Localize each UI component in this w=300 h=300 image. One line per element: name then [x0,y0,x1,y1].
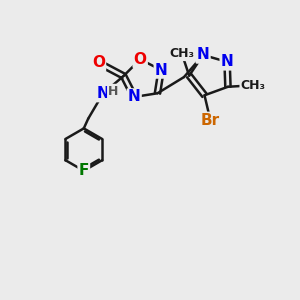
Text: H: H [108,85,119,98]
Text: O: O [134,52,147,67]
Text: Br: Br [201,113,220,128]
Text: CH₃: CH₃ [169,47,194,60]
Text: N: N [128,89,141,104]
Text: N: N [97,86,109,101]
Text: N: N [221,54,233,69]
Text: O: O [92,55,105,70]
Text: N: N [155,62,167,77]
Text: F: F [79,163,89,178]
Text: CH₃: CH₃ [241,79,266,92]
Text: N: N [197,47,209,62]
